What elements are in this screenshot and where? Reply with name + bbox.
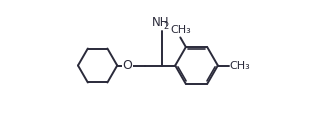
Text: CH₃: CH₃ <box>230 61 251 70</box>
Text: O: O <box>122 59 132 72</box>
Text: 2: 2 <box>163 22 169 31</box>
Text: NH: NH <box>152 16 169 29</box>
Text: CH₃: CH₃ <box>170 25 191 35</box>
